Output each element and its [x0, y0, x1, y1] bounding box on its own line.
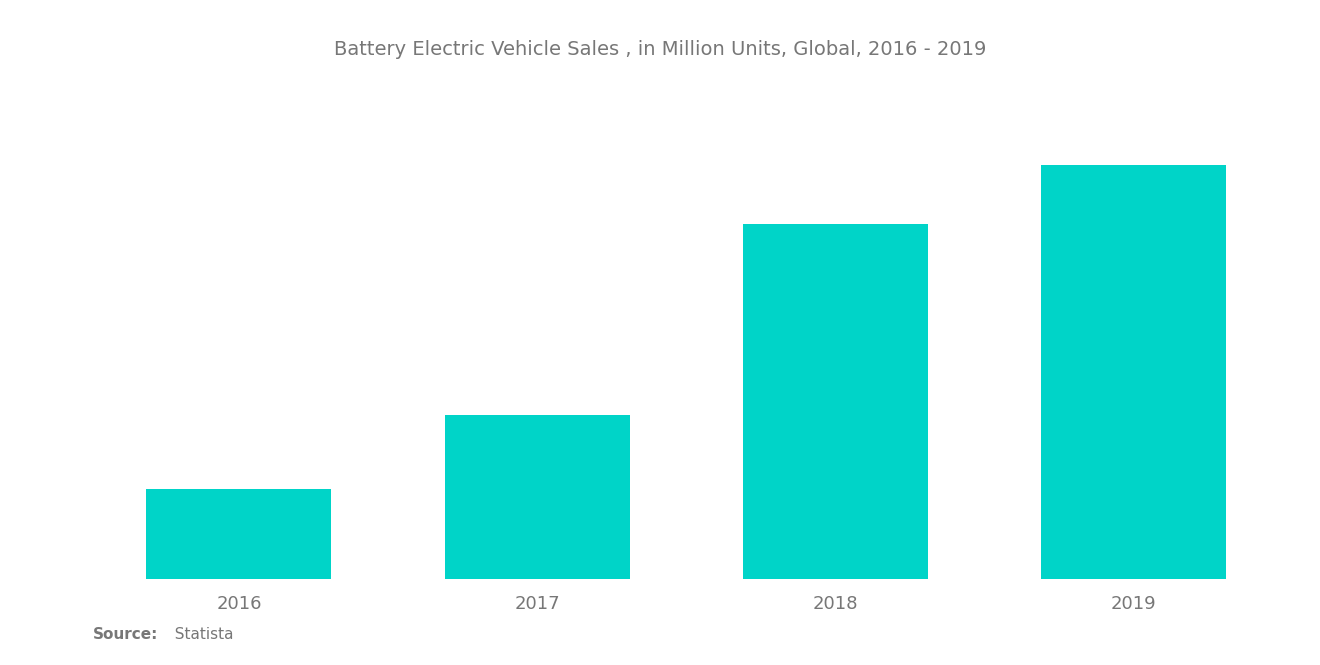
- Bar: [743, 224, 928, 579]
- Text: Statista: Statista: [165, 626, 234, 642]
- Bar: [445, 416, 630, 579]
- Bar: [1041, 165, 1226, 579]
- Text: Source:: Source:: [92, 626, 158, 642]
- Text: Battery Electric Vehicle Sales , in Million Units, Global, 2016 - 2019: Battery Electric Vehicle Sales , in Mill…: [334, 40, 986, 59]
- Bar: [147, 489, 331, 579]
